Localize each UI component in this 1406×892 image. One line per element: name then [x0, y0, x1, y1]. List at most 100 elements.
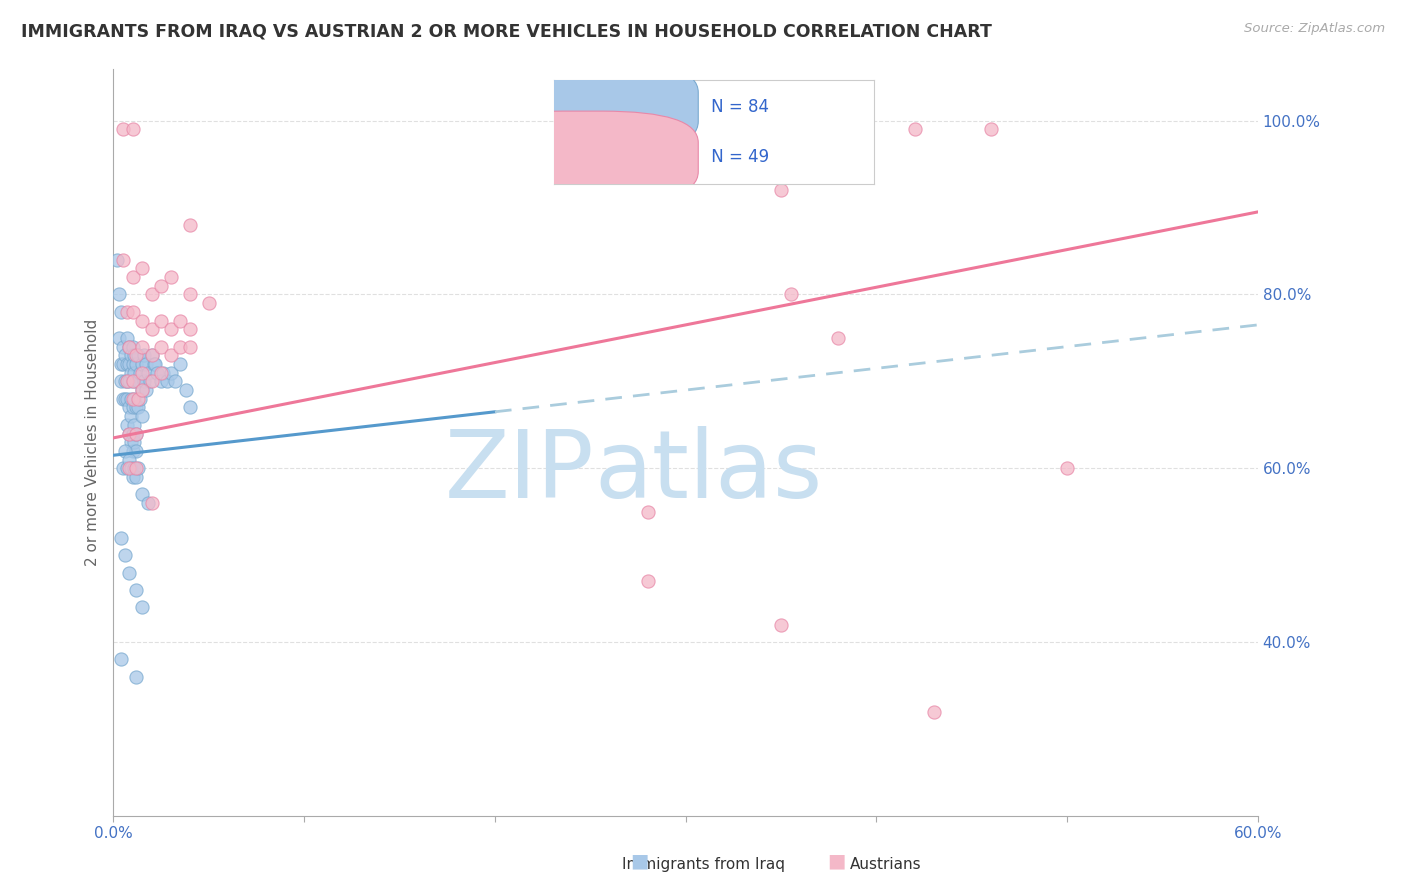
Point: [125, 582, 148, 597]
Point: [121, 305, 143, 319]
Point: [127, 392, 149, 406]
Text: Austrians: Austrians: [851, 857, 921, 872]
Point: [112, 340, 135, 354]
Text: atlas: atlas: [595, 426, 823, 518]
Point: [198, 296, 221, 310]
Point: [141, 348, 163, 362]
Point: [105, 252, 128, 267]
Point: [118, 461, 141, 475]
Point: [115, 305, 138, 319]
Point: [132, 348, 155, 362]
Point: [141, 348, 163, 362]
Point: [169, 357, 191, 371]
Point: [121, 375, 143, 389]
Point: [121, 426, 143, 441]
Point: [131, 357, 153, 371]
Point: [135, 357, 157, 371]
Point: [138, 375, 160, 389]
Point: [120, 366, 142, 380]
Point: [124, 417, 146, 432]
Point: [120, 348, 142, 362]
Point: [110, 305, 132, 319]
Point: [118, 340, 141, 354]
Point: [115, 375, 138, 389]
Point: [146, 366, 169, 380]
Point: [127, 401, 149, 415]
Point: [121, 470, 143, 484]
Point: [108, 331, 131, 345]
Point: [980, 122, 1002, 136]
Point: [125, 470, 148, 484]
Point: [769, 617, 792, 632]
Point: [174, 383, 197, 397]
Point: [124, 348, 146, 362]
Point: [120, 461, 142, 475]
Point: [179, 401, 201, 415]
Point: [150, 366, 173, 380]
Text: ■: ■: [827, 852, 846, 871]
Point: [124, 461, 146, 475]
Point: [118, 426, 141, 441]
Point: [179, 340, 201, 354]
Point: [131, 600, 153, 615]
Point: [179, 287, 201, 301]
Point: [115, 331, 138, 345]
Point: [141, 287, 163, 301]
Point: [114, 548, 136, 562]
Point: [779, 287, 801, 301]
Point: [127, 375, 149, 389]
Point: [125, 375, 148, 389]
Point: [131, 261, 153, 276]
Point: [112, 122, 135, 136]
Point: [114, 375, 136, 389]
Point: [110, 357, 132, 371]
Text: Immigrants from Iraq: Immigrants from Iraq: [621, 857, 785, 872]
Point: [131, 487, 153, 501]
Point: [120, 409, 142, 424]
Point: [145, 357, 167, 371]
Text: IMMIGRANTS FROM IRAQ VS AUSTRIAN 2 OR MORE VEHICLES IN HOUSEHOLD CORRELATION CHA: IMMIGRANTS FROM IRAQ VS AUSTRIAN 2 OR MO…: [21, 22, 993, 40]
Point: [637, 574, 659, 589]
Point: [125, 426, 148, 441]
Point: [125, 357, 148, 371]
Point: [115, 375, 138, 389]
Point: [131, 313, 153, 327]
Point: [132, 375, 155, 389]
Point: [110, 375, 132, 389]
Point: [118, 452, 141, 467]
Y-axis label: 2 or more Vehicles in Household: 2 or more Vehicles in Household: [86, 318, 100, 566]
Point: [150, 278, 173, 293]
Point: [127, 348, 149, 362]
Point: [637, 505, 659, 519]
Text: ZIP: ZIP: [444, 426, 595, 518]
Point: [136, 496, 159, 510]
Point: [769, 183, 792, 197]
Point: [108, 287, 131, 301]
Point: [125, 401, 148, 415]
Point: [136, 366, 159, 380]
Point: [118, 357, 141, 371]
Point: [159, 348, 181, 362]
Point: [131, 383, 153, 397]
Point: [120, 435, 142, 450]
Point: [903, 122, 925, 136]
Point: [112, 357, 135, 371]
Point: [110, 652, 132, 666]
Point: [121, 122, 143, 136]
Point: [125, 461, 148, 475]
Text: Source: ZipAtlas.com: Source: ZipAtlas.com: [1244, 22, 1385, 36]
Point: [129, 392, 152, 406]
Point: [141, 496, 163, 510]
Point: [179, 322, 201, 336]
Point: [118, 340, 141, 354]
Point: [112, 392, 135, 406]
Point: [127, 461, 149, 475]
Point: [114, 392, 136, 406]
Point: [163, 375, 186, 389]
Point: [118, 566, 141, 580]
Point: [179, 218, 201, 232]
Point: [827, 331, 849, 345]
Point: [124, 366, 146, 380]
Point: [115, 461, 138, 475]
Point: [114, 443, 136, 458]
